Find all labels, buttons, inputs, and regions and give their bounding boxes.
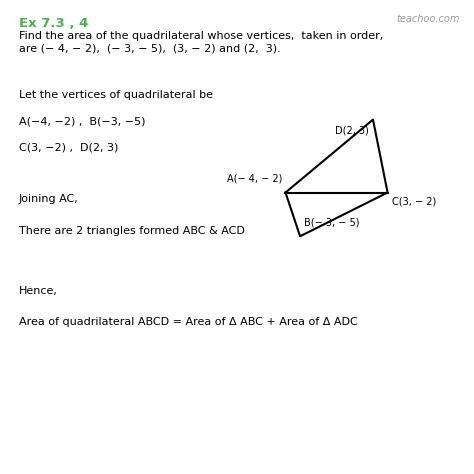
Text: C(3, − 2): C(3, − 2) <box>392 197 436 207</box>
Text: Find the area of the quadrilateral whose vertices,  taken in order,: Find the area of the quadrilateral whose… <box>19 31 383 41</box>
Text: B(− 3, − 5): B(− 3, − 5) <box>304 218 360 228</box>
Text: There are 2 triangles formed ABC & ACD: There are 2 triangles formed ABC & ACD <box>19 226 245 236</box>
Text: Ex 7.3 , 4: Ex 7.3 , 4 <box>19 17 88 29</box>
Text: Area of quadrilateral ABCD = Area of Δ ABC + Area of Δ ADC: Area of quadrilateral ABCD = Area of Δ A… <box>19 317 358 327</box>
Text: teachoo.com: teachoo.com <box>396 14 460 24</box>
Text: are (− 4, − 2),  (− 3, − 5),  (3, − 2) and (2,  3).: are (− 4, − 2), (− 3, − 5), (3, − 2) and… <box>19 44 281 54</box>
Text: A(−4, −2) ,  B(−3, −5): A(−4, −2) , B(−3, −5) <box>19 116 146 126</box>
Text: Joining AC,: Joining AC, <box>19 194 79 204</box>
Text: A(− 4, − 2): A(− 4, − 2) <box>227 174 283 184</box>
Text: Let the vertices of quadrilateral be: Let the vertices of quadrilateral be <box>19 90 213 100</box>
Text: C(3, −2) ,  D(2, 3): C(3, −2) , D(2, 3) <box>19 142 118 152</box>
Text: Hence,: Hence, <box>19 285 58 296</box>
Text: D(2, 3): D(2, 3) <box>335 126 369 136</box>
